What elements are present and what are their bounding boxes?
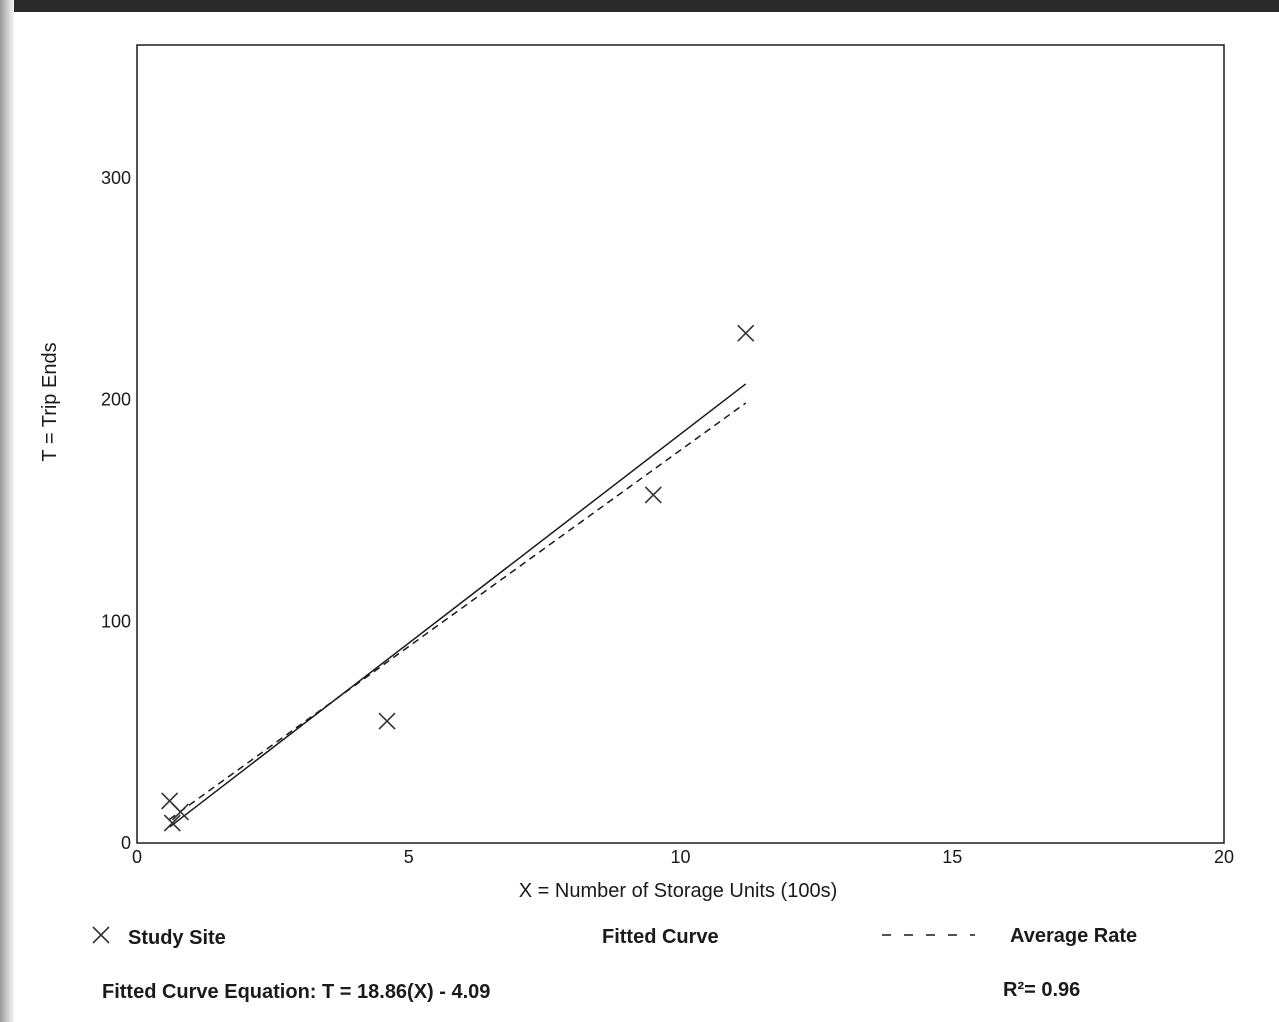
plot-frame	[136, 44, 1225, 844]
study-site-point	[644, 486, 662, 504]
legend-study-site-marker	[92, 926, 110, 944]
study-site-point	[163, 814, 181, 832]
x-tick-label: 5	[404, 847, 414, 867]
x-tick-label: 10	[670, 847, 690, 867]
y-tick-label: 200	[101, 390, 131, 410]
y-axis-ticks: 0 100 200 300	[101, 168, 131, 853]
legend-study-site-label: Study Site	[128, 927, 226, 949]
average-rate-line	[169, 402, 747, 820]
x-tick-label: 15	[942, 847, 962, 867]
y-axis-title: T = Trip Ends	[39, 342, 61, 461]
legend: Study Site Fitted Curve Average Rate	[92, 925, 1137, 949]
study-site-point	[737, 324, 755, 342]
r-squared-value: R²= 0.96	[1003, 979, 1080, 1001]
page-top-edge	[0, 0, 1279, 12]
fitted-curve-equation: Fitted Curve Equation: T = 18.86(X) - 4.…	[102, 981, 490, 1003]
study-site-point	[171, 803, 190, 821]
x-tick-label: 0	[132, 847, 142, 867]
page-left-edge	[0, 0, 14, 1022]
x-axis-title: X = Number of Storage Units (100s)	[519, 880, 837, 902]
legend-fitted-curve-label: Fitted Curve	[602, 926, 719, 948]
x-tick-label: 20	[1214, 847, 1234, 867]
study-site-points	[161, 324, 755, 832]
y-tick-label: 0	[121, 833, 131, 853]
trend-lines	[169, 383, 747, 828]
study-site-point	[378, 712, 396, 730]
legend-average-rate-label: Average Rate	[1010, 925, 1137, 947]
y-tick-label: 300	[101, 168, 131, 188]
fitted-curve-line	[169, 383, 747, 828]
x-axis-ticks: 0 5 10 15 20	[132, 847, 1234, 867]
y-tick-label: 100	[101, 611, 131, 631]
